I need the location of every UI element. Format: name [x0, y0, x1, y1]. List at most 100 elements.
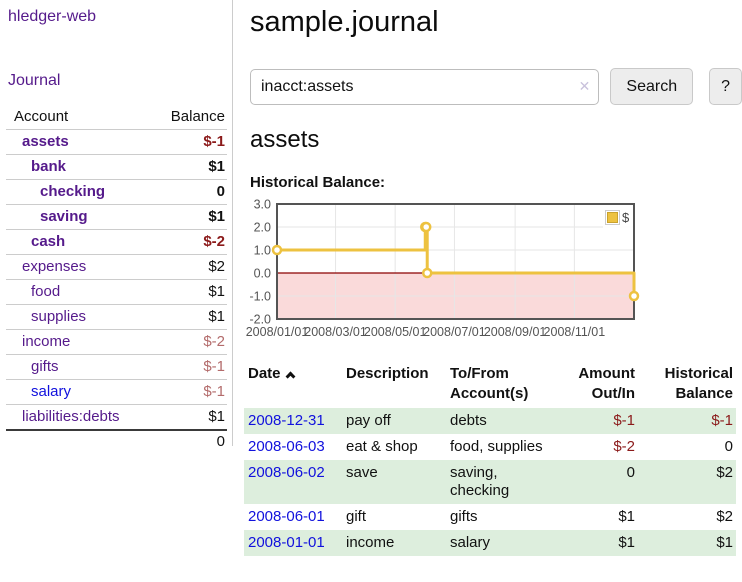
transaction-description: income: [346, 533, 395, 551]
register-row: 2008-06-02 save saving, checking 0 $2: [244, 459, 736, 504]
sort-ascending-icon: [285, 371, 295, 382]
account-balance: $-2: [148, 329, 227, 355]
account-total-balance: 0: [148, 429, 227, 454]
transaction-amount: $-2: [613, 437, 635, 455]
account-link-food[interactable]: food: [31, 283, 61, 300]
transaction-description: pay off: [346, 411, 391, 429]
svg-text:2008/09/01: 2008/09/01: [484, 325, 547, 339]
transaction-accounts: salary: [450, 533, 491, 551]
transaction-accounts: food, supplies: [450, 437, 543, 455]
transaction-amount: 0: [626, 463, 635, 481]
svg-text:1.0: 1.0: [254, 244, 271, 258]
account-balance: 0: [148, 179, 227, 205]
register-row: 2008-01-01 income salary $1 $1: [244, 529, 736, 556]
transaction-date-link[interactable]: 2008-06-03: [248, 437, 325, 455]
account-row-bank: bank $1: [6, 154, 227, 180]
transaction-accounts: gifts: [450, 507, 478, 525]
transaction-balance: $2: [716, 463, 733, 481]
sidebar: hledger-web Journal Account Balance asse…: [0, 0, 232, 454]
clear-search-icon[interactable]: ✕: [578, 77, 591, 94]
account-row-gifts: gifts $-1: [6, 354, 227, 380]
account-balance: $1: [148, 304, 227, 330]
register-header-row: Date Description To/From Account(s) Amou…: [244, 361, 736, 408]
account-heading: assets: [250, 126, 320, 153]
transaction-amount: $1: [618, 533, 635, 551]
account-balance: $1: [148, 204, 227, 230]
chart-title: Historical Balance:: [250, 174, 386, 191]
register-row: 2008-06-03 eat & shop food, supplies $-2…: [244, 434, 736, 460]
search-input[interactable]: [250, 68, 600, 105]
date-column-header: Date: [244, 361, 342, 408]
account-row-income: income $-2: [6, 329, 227, 355]
account-balance: $-1: [148, 354, 227, 380]
chart-canvas: $3.0 2.0 1.0 0.0 -1.0 -2.02008/01/012008/03/0…: [246, 198, 640, 339]
help-button[interactable]: ?: [709, 68, 742, 105]
account-link-income[interactable]: income: [22, 333, 71, 350]
svg-text:2.0: 2.0: [254, 221, 271, 235]
amount-column-header: Amount Out/In: [578, 365, 635, 403]
account-row-supplies: supplies $1: [6, 304, 227, 330]
sidebar-item-journal[interactable]: Journal: [8, 72, 61, 89]
transaction-description: gift: [346, 507, 367, 525]
transaction-date-link[interactable]: 2008-06-02: [248, 463, 325, 481]
svg-text:-1.0: -1.0: [249, 290, 271, 304]
account-balance: $-1: [148, 129, 227, 155]
register-row: 2008-12-31 pay off debts $-1 $-1: [244, 407, 736, 434]
transaction-amount: $1: [618, 507, 635, 525]
account-link-liabilities-debts[interactable]: liabilities:debts: [22, 408, 120, 425]
account-total-row: 0: [6, 429, 227, 454]
account-link-saving[interactable]: saving: [40, 208, 88, 225]
svg-text:2008/03/01: 2008/03/01: [304, 325, 367, 339]
account-balance: $1: [148, 154, 227, 180]
svg-text:0.0: 0.0: [254, 267, 271, 281]
account-table-header: Account Balance: [6, 105, 227, 130]
page-title: sample.journal: [250, 6, 439, 38]
account-link-expenses[interactable]: expenses: [22, 258, 87, 275]
app-title-link[interactable]: hledger-web: [8, 8, 97, 25]
account-link-bank[interactable]: bank: [31, 158, 67, 175]
transaction-amount: $-1: [613, 411, 635, 429]
main-content: sample.journal ✕ Search ? assets Histori…: [240, 0, 742, 556]
register-table: Date Description To/From Account(s) Amou…: [244, 361, 736, 556]
svg-text:2008/05/01: 2008/05/01: [364, 325, 427, 339]
account-link-cash[interactable]: cash: [31, 233, 66, 250]
svg-text:2008/01/01: 2008/01/01: [246, 325, 309, 339]
account-link-salary[interactable]: salary: [31, 383, 72, 400]
account-balance: $1: [148, 279, 227, 305]
account-balance: $-2: [148, 229, 227, 255]
svg-text:-2.0: -2.0: [249, 313, 271, 327]
account-link-checking[interactable]: checking: [40, 183, 106, 200]
date-header-label: Date: [248, 365, 281, 382]
description-column-header: Description: [346, 365, 429, 382]
account-balance: $-1: [148, 379, 227, 405]
transaction-date-link[interactable]: 2008-12-31: [248, 411, 325, 429]
transaction-accounts: saving, checking: [450, 463, 510, 499]
transaction-date-link[interactable]: 2008-01-01: [248, 533, 325, 551]
account-row-checking: checking 0: [6, 179, 227, 205]
transaction-description: eat & shop: [346, 437, 418, 455]
svg-text:2008/07/01: 2008/07/01: [423, 325, 486, 339]
account-balance: $1: [148, 404, 227, 430]
svg-text:$: $: [622, 210, 630, 225]
account-row-liabilities-debts: liabilities:debts $1: [6, 404, 227, 430]
account-link-supplies[interactable]: supplies: [31, 308, 87, 325]
account-row-assets: assets $-1: [6, 129, 227, 155]
account-row-expenses: expenses $2: [6, 254, 227, 280]
transaction-accounts: debts: [450, 411, 487, 429]
transaction-balance: 0: [724, 437, 733, 455]
transaction-balance: $-1: [711, 411, 733, 429]
svg-text:3.0: 3.0: [254, 198, 271, 212]
account-link-assets[interactable]: assets: [22, 133, 69, 150]
transaction-description: save: [346, 463, 378, 481]
search-button[interactable]: Search: [610, 68, 694, 105]
account-row-saving: saving $1: [6, 204, 227, 230]
historical-balance-chart: $3.0 2.0 1.0 0.0 -1.0 -2.0 2008/01/01 2008/03/0…: [246, 198, 742, 346]
register-row: 2008-06-01 gift gifts $1 $2: [244, 504, 736, 530]
accounts-column-header: To/From Account(s): [450, 365, 529, 403]
account-link-gifts[interactable]: gifts: [31, 358, 59, 375]
transaction-date-link[interactable]: 2008-06-01: [248, 507, 325, 525]
transaction-balance: $1: [716, 533, 733, 551]
transaction-balance: $2: [716, 507, 733, 525]
sidebar-divider: [232, 0, 233, 446]
account-balance-table: Account Balance assets $-1 bank $1 check…: [6, 105, 227, 454]
